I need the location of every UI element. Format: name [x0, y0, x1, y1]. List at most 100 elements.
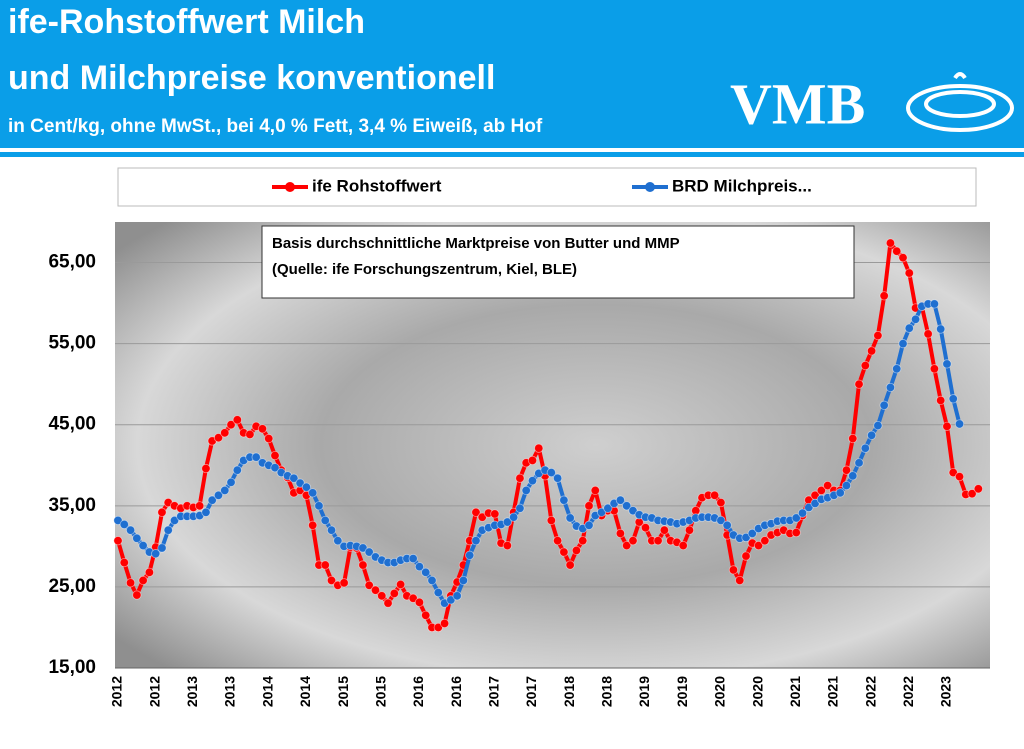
data-point [590, 485, 600, 496]
data-point [546, 467, 556, 478]
data-point [452, 591, 462, 601]
data-point [904, 268, 914, 278]
x-tick-label: 2019 [636, 676, 652, 707]
data-point [879, 400, 889, 410]
data-point [408, 553, 418, 564]
data-point [552, 473, 563, 483]
x-tick-label: 2020 [712, 676, 728, 707]
data-point [873, 330, 883, 341]
data-point [741, 551, 751, 561]
data-point [421, 610, 431, 620]
data-point [898, 253, 908, 263]
data-point [722, 520, 732, 530]
data-point [157, 507, 167, 517]
data-point [515, 473, 525, 483]
annotation: Basis durchschnittliche Marktpreise von … [272, 235, 680, 252]
data-point [119, 519, 129, 530]
data-point [308, 520, 318, 530]
data-point [892, 364, 902, 374]
annotation: (Quelle: ife Forschungszentrum, Kiel, BL… [272, 261, 577, 278]
data-point [144, 567, 154, 577]
data-point [471, 507, 481, 517]
data-point [973, 484, 983, 494]
data-point [948, 394, 958, 404]
data-point [364, 580, 374, 590]
data-point [201, 463, 211, 474]
data-point [684, 525, 695, 535]
data-point [308, 488, 318, 498]
data-point [848, 471, 858, 481]
data-point [659, 525, 669, 535]
x-tick-label: 2016 [410, 676, 426, 707]
data-point [257, 424, 268, 434]
data-point [213, 490, 224, 500]
x-tick-label: 2018 [561, 676, 577, 707]
data-point [816, 485, 826, 496]
y-tick-label: 35,00 [48, 495, 96, 516]
data-point [584, 501, 594, 511]
data-point [326, 575, 337, 586]
data-point [502, 540, 512, 551]
data-point [898, 339, 908, 349]
data-point [389, 588, 399, 598]
legend-label: ife Rohstoffwert [312, 176, 442, 195]
data-point [195, 501, 205, 511]
x-tick-label: 2013 [184, 676, 200, 707]
data-point [138, 540, 148, 551]
data-point [791, 527, 801, 538]
data-point [910, 314, 921, 324]
data-point [232, 465, 242, 475]
data-point [414, 562, 425, 572]
data-point [716, 515, 726, 526]
x-tick-label: 2021 [825, 676, 841, 707]
data-point [132, 590, 142, 600]
y-tick-label: 55,00 [48, 333, 96, 354]
data-point [823, 480, 833, 491]
data-point [333, 536, 343, 546]
data-point [760, 536, 770, 546]
logo-mark [906, 72, 1014, 132]
data-point [885, 238, 896, 248]
legend-marker [285, 182, 295, 192]
data-point [527, 455, 538, 466]
data-point [515, 503, 525, 513]
data-point [603, 503, 613, 513]
data-point [879, 291, 889, 301]
data-point [678, 540, 688, 551]
data-point [245, 429, 255, 440]
data-point [797, 508, 808, 518]
data-point [929, 299, 940, 309]
data-point [716, 497, 726, 508]
x-tick-label: 2012 [146, 676, 162, 707]
x-tick-label: 2018 [599, 676, 615, 707]
data-point [923, 329, 933, 339]
data-point [559, 495, 569, 505]
logo: VMB [730, 71, 865, 136]
data-point [552, 536, 563, 546]
data-point [735, 575, 745, 586]
x-tick-label: 2013 [222, 676, 238, 707]
data-point [559, 547, 569, 557]
data-point [125, 578, 136, 588]
data-point [709, 490, 720, 500]
data-point [565, 560, 575, 570]
data-point [615, 528, 626, 538]
legend-box [117, 167, 977, 207]
data-point [320, 515, 330, 526]
x-tick-label: 2022 [862, 676, 878, 707]
data-point [314, 501, 324, 511]
data-point [113, 536, 123, 546]
data-point [364, 547, 374, 557]
data-point [936, 324, 946, 334]
data-point [251, 452, 261, 462]
data-point [854, 458, 864, 468]
data-point [471, 536, 481, 546]
data-point [232, 415, 242, 425]
data-point [866, 346, 877, 356]
header-band [0, 0, 1024, 148]
data-point [157, 543, 167, 553]
data-point [854, 379, 864, 389]
data-point [370, 585, 381, 595]
x-tick-label: 2019 [674, 676, 690, 707]
